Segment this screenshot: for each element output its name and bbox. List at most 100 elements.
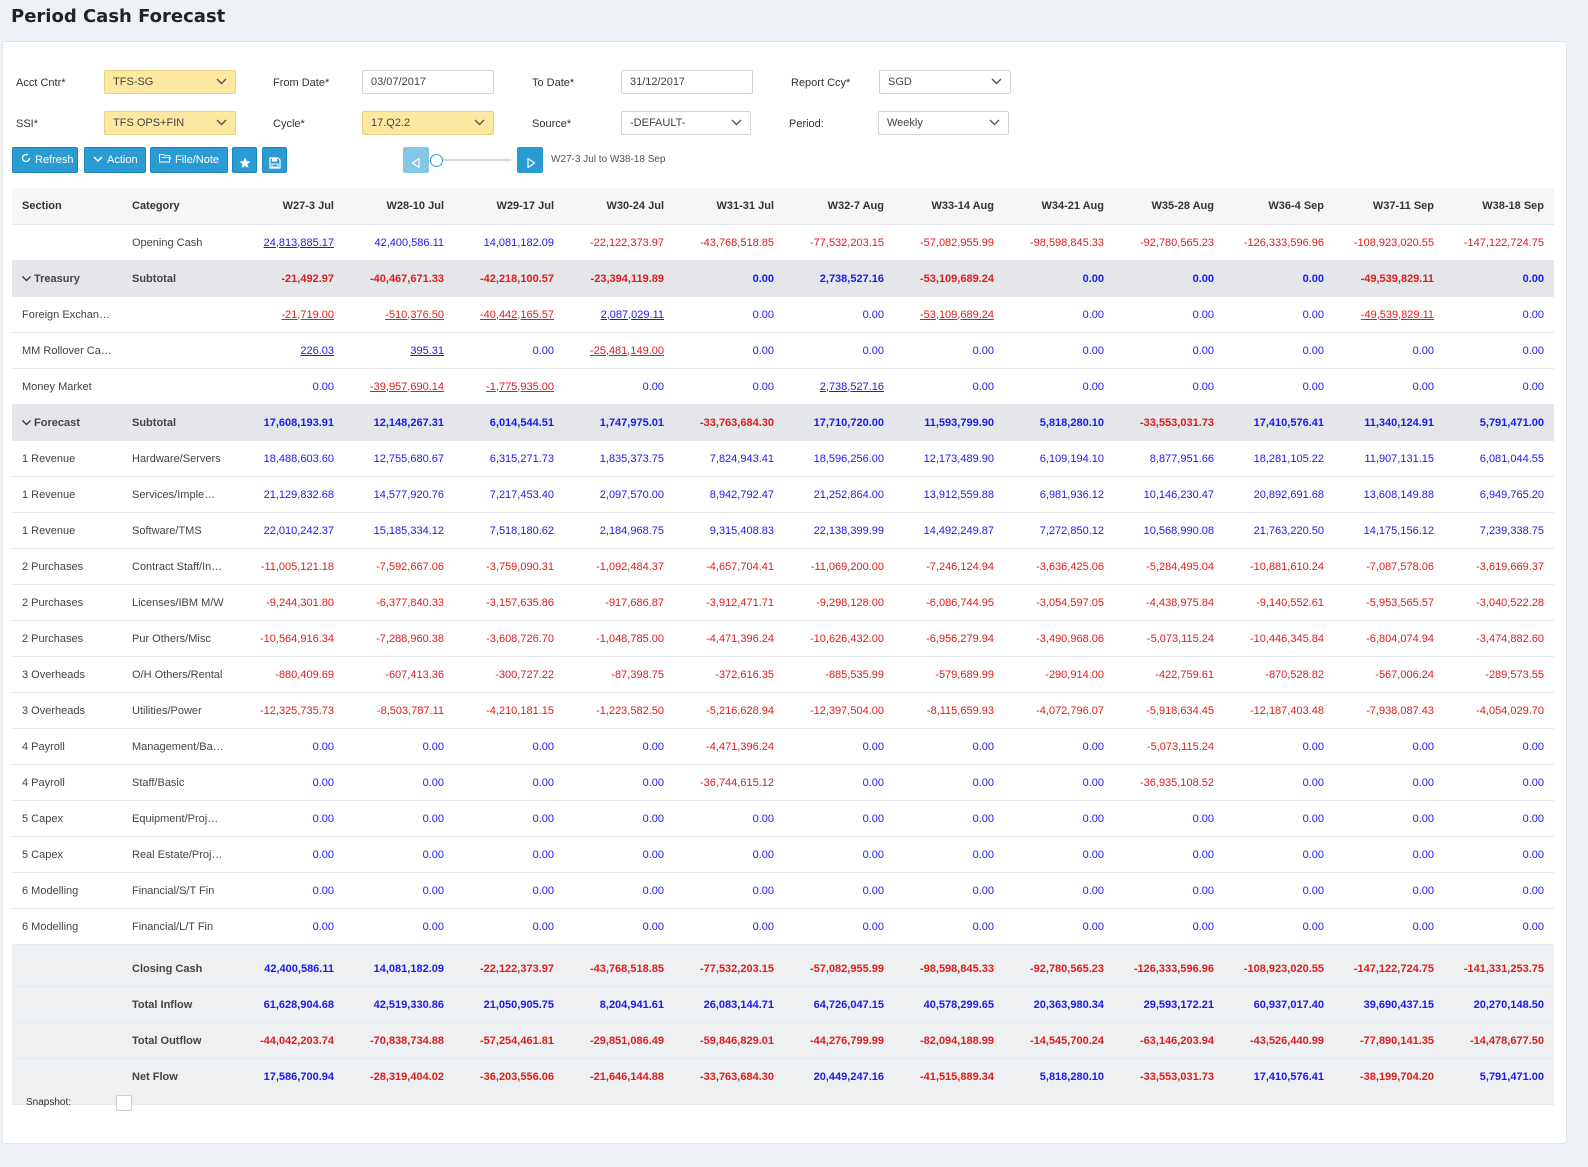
category-cell: Subtotal — [122, 260, 234, 297]
value-cell: 1,835,373.75 — [564, 440, 674, 477]
value-cell: 0.00 — [1114, 908, 1224, 945]
value-cell: 11,593,799.90 — [894, 404, 1004, 441]
value-cell: -14,545,700.24 — [1004, 1022, 1114, 1059]
value-cell: 0.00 — [1114, 836, 1224, 873]
value-link[interactable]: -53,109,689.24 — [894, 296, 1004, 333]
value-link[interactable]: -1,775,935.00 — [454, 368, 564, 405]
value-link[interactable]: -49,539,829.11 — [1334, 296, 1444, 333]
file-note-button[interactable]: File/Note — [150, 147, 228, 173]
value-cell: 0.00 — [894, 368, 1004, 405]
snapshot-checkbox[interactable] — [116, 1095, 132, 1111]
star-icon — [239, 154, 251, 178]
column-header-section[interactable]: Section — [12, 188, 122, 225]
value-link[interactable]: -25,481,149.00 — [564, 332, 674, 369]
column-header-week[interactable]: W37-11 Sep — [1334, 188, 1444, 225]
value-cell: 0.00 — [784, 800, 894, 837]
value-cell: 0.00 — [344, 764, 454, 801]
section-cell: 4 Payroll — [12, 764, 122, 801]
section-cell: Money Market — [12, 368, 122, 405]
column-header-week[interactable]: W38-18 Sep — [1444, 188, 1554, 225]
value-cell: 0.00 — [1224, 296, 1334, 333]
section-cell: 1 Revenue — [12, 440, 122, 477]
value-cell: 0.00 — [1334, 836, 1444, 873]
table-row: 1 Revenue Hardware/Servers 18,488,603.60 12… — [12, 440, 1554, 477]
period-slider-track[interactable] — [434, 159, 511, 161]
value-cell: -7,938,087.43 — [1334, 692, 1444, 729]
previous-period-button[interactable] — [403, 147, 429, 173]
value-link[interactable]: 395.31 — [344, 332, 454, 369]
chevron-down-icon[interactable] — [22, 273, 31, 285]
column-header-week[interactable]: W32-7 Aug — [784, 188, 894, 225]
value-cell: 12,148,267.31 — [344, 404, 454, 441]
value-cell: -10,626,432.00 — [784, 620, 894, 657]
value-link[interactable]: -510,376.50 — [344, 296, 454, 333]
save-button[interactable] — [262, 147, 287, 173]
value-cell: -12,187,403.48 — [1224, 692, 1334, 729]
value-link[interactable]: 2,738,527.16 — [784, 368, 894, 405]
acct-cntr-select[interactable]: TFS-SG — [104, 70, 236, 94]
value-cell: 17,410,576.41 — [1224, 1058, 1334, 1105]
value-cell: 39,690,437.15 — [1334, 986, 1444, 1023]
column-header-week[interactable]: W31-31 Jul — [674, 188, 784, 225]
value-cell: 0.00 — [894, 836, 1004, 873]
value-cell: 5,791,471.00 — [1444, 1058, 1554, 1105]
value-cell: -7,087,578.06 — [1334, 548, 1444, 585]
column-header-week[interactable]: W30-24 Jul — [564, 188, 674, 225]
value-cell: -41,515,889.34 — [894, 1058, 1004, 1105]
value-cell: -126,333,596.96 — [1224, 224, 1334, 261]
report-ccy-select[interactable]: SGD — [879, 70, 1011, 94]
from-date-input[interactable]: 03/07/2017 — [362, 70, 494, 94]
table-row: MM Rollover Cash 226.03 395.31 0.00 -25,481,… — [12, 332, 1554, 369]
value-cell: 0.00 — [344, 836, 454, 873]
value-cell: -98,598,845.33 — [1004, 224, 1114, 261]
section-cell: 6 Modelling — [12, 872, 122, 909]
value-cell: -23,394,119.89 — [564, 260, 674, 297]
favorite-button[interactable] — [232, 147, 257, 173]
chevron-down-icon — [474, 112, 485, 126]
refresh-button[interactable]: Refresh — [12, 147, 78, 173]
column-header-week[interactable]: W33-14 Aug — [894, 188, 1004, 225]
column-header-week[interactable]: W27-3 Jul — [234, 188, 344, 225]
value-cell: 20,892,691.68 — [1224, 476, 1334, 513]
value-cell: 0.00 — [1224, 908, 1334, 945]
value-link[interactable]: -21,719.00 — [234, 296, 344, 333]
section-cell: Foreign Exchang... — [12, 296, 122, 333]
category-cell: Financial/S/T Fin — [122, 872, 234, 909]
source-select[interactable]: -DEFAULT- — [621, 111, 751, 135]
chevron-down-icon[interactable] — [22, 417, 31, 429]
value-link[interactable]: -40,442,165.57 — [454, 296, 564, 333]
value-cell: 0.00 — [564, 800, 674, 837]
column-header-week[interactable]: W28-10 Jul — [344, 188, 454, 225]
value-cell: -11,005,121.18 — [234, 548, 344, 585]
value-cell: 0.00 — [1004, 260, 1114, 297]
value-cell: -29,851,086.49 — [564, 1022, 674, 1059]
period-select[interactable]: Weekly — [878, 111, 1009, 135]
to-date-input[interactable]: 31/12/2017 — [621, 70, 753, 94]
value-cell: 0.00 — [234, 368, 344, 405]
value-cell: -6,086,744.95 — [894, 584, 1004, 621]
value-cell: 0.00 — [1224, 800, 1334, 837]
value-link[interactable]: 226.03 — [234, 332, 344, 369]
value-cell: -11,069,200.00 — [784, 548, 894, 585]
column-header-week[interactable]: W36-4 Sep — [1224, 188, 1334, 225]
value-cell: -28,319,404.02 — [344, 1058, 454, 1105]
cycle-select[interactable]: 17.Q2.2 — [362, 111, 494, 135]
summary-row: Net Flow 17,586,700.94 -28,319,404.02 -36,2… — [12, 1058, 1554, 1105]
column-header-week[interactable]: W35-28 Aug — [1114, 188, 1224, 225]
section-toggle[interactable]: Forecast — [12, 404, 122, 441]
value-cell: -10,881,610.24 — [1224, 548, 1334, 585]
value-link[interactable]: -39,957,690.14 — [344, 368, 454, 405]
period-slider-handle[interactable] — [430, 154, 443, 167]
column-header-week[interactable]: W34-21 Aug — [1004, 188, 1114, 225]
value-cell: 0.00 — [234, 800, 344, 837]
value-link[interactable]: 2,087,029.11 — [564, 296, 674, 333]
next-period-button[interactable] — [517, 147, 543, 173]
value-link[interactable]: 24,813,885.17 — [234, 224, 344, 261]
value-cell: -3,040,522.28 — [1444, 584, 1554, 621]
section-toggle[interactable]: Treasury — [12, 260, 122, 297]
column-header-week[interactable]: W29-17 Jul — [454, 188, 564, 225]
value-cell: 7,272,850.12 — [1004, 512, 1114, 549]
column-header-category[interactable]: Category — [122, 188, 234, 225]
action-button[interactable]: Action — [84, 147, 146, 173]
ssi-select[interactable]: TFS OPS+FIN — [104, 111, 236, 135]
